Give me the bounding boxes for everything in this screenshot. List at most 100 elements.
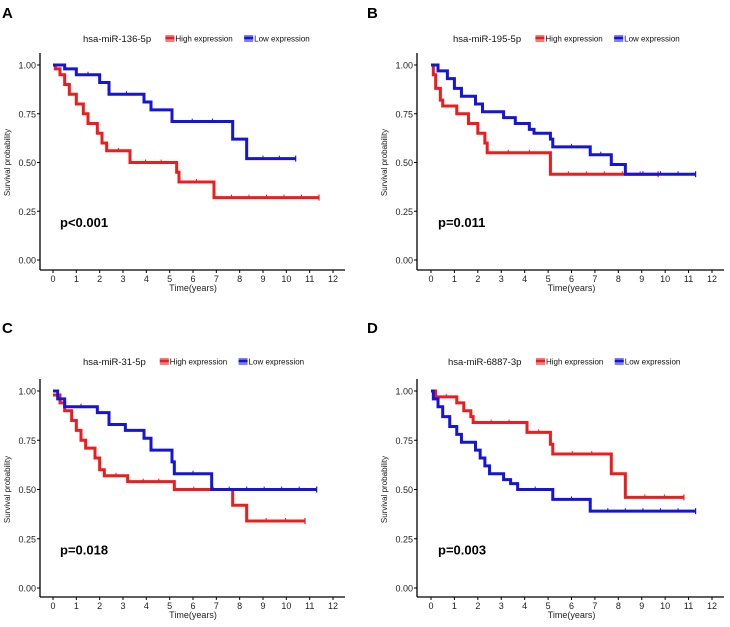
- x-tick-label: 6: [190, 601, 195, 611]
- x-tick-label: 4: [144, 601, 149, 611]
- survival-curve-high: [431, 389, 684, 499]
- x-tick-label: 11: [684, 274, 693, 284]
- x-tick-label: 12: [707, 601, 717, 611]
- x-tick-label: 3: [499, 274, 504, 284]
- legend-title: hsa-miR-6887-3p: [448, 357, 521, 368]
- x-tick-label: 8: [616, 601, 621, 611]
- x-tick-label: 10: [660, 274, 670, 284]
- x-axis-label: Time(years): [548, 610, 596, 620]
- x-axis-label: Time(years): [548, 283, 596, 293]
- x-tick-label: 5: [546, 601, 551, 611]
- x-tick-label: 4: [522, 601, 527, 611]
- survival-curve-low: [53, 389, 317, 491]
- p-value-annotation: p=0.003: [438, 543, 486, 558]
- x-tick-label: 4: [144, 274, 149, 284]
- x-tick-label: 9: [639, 601, 644, 611]
- y-tick-label: 1.00: [18, 387, 36, 397]
- survival-curve-high: [53, 63, 319, 200]
- x-tick-label: 11: [305, 274, 314, 284]
- x-tick-label: 2: [97, 274, 102, 284]
- x-tick-label: 2: [475, 601, 480, 611]
- legend-title: hsa-miR-136-5p: [83, 34, 151, 45]
- x-tick-label: 0: [50, 601, 55, 611]
- legend-entry: Low expression: [254, 35, 310, 44]
- x-tick-label: 6: [569, 274, 574, 284]
- legend-entry: High expression: [546, 358, 603, 367]
- x-tick-label: 2: [475, 274, 480, 284]
- x-tick-label: 1: [452, 601, 457, 611]
- x-tick-label: 9: [260, 601, 265, 611]
- legend-title: hsa-miR-31-5p: [83, 357, 146, 368]
- x-tick-label: 1: [74, 274, 79, 284]
- x-tick-label: 9: [639, 274, 644, 284]
- x-tick-label: 0: [50, 274, 55, 284]
- y-tick-label: 1.00: [395, 61, 413, 71]
- y-tick-label: 0.75: [18, 436, 36, 446]
- y-tick-label: 1.00: [18, 61, 36, 71]
- x-axis-label: Time(years): [169, 610, 217, 620]
- y-axis-label: Survival probability: [3, 456, 12, 523]
- y-tick-label: 0.25: [18, 207, 36, 217]
- survival-curve-low: [431, 63, 696, 176]
- x-tick-label: 0: [428, 274, 433, 284]
- y-tick-label: 0.00: [395, 584, 413, 594]
- y-tick-label: 0.75: [18, 109, 36, 119]
- y-axis-label: Survival probability: [380, 129, 389, 196]
- x-tick-label: 3: [120, 601, 125, 611]
- y-tick-label: 1.00: [395, 387, 413, 397]
- x-tick-label: 8: [237, 274, 242, 284]
- y-tick-label: 0.00: [18, 584, 36, 594]
- x-tick-label: 0: [428, 601, 433, 611]
- y-tick-label: 0.50: [395, 158, 413, 168]
- x-tick-label: 11: [305, 601, 314, 611]
- x-tick-label: 3: [120, 274, 125, 284]
- y-tick-label: 0.00: [395, 256, 413, 266]
- legend-entry: Low expression: [624, 35, 680, 44]
- x-tick-label: 3: [499, 601, 504, 611]
- survival-curve-low: [431, 389, 696, 513]
- p-value-annotation: p=0.018: [60, 543, 108, 558]
- x-tick-label: 1: [452, 274, 457, 284]
- panel-label: C: [2, 320, 13, 337]
- x-tick-label: 5: [167, 601, 172, 611]
- x-tick-label: 7: [592, 274, 597, 284]
- legend-entry: Low expression: [625, 358, 681, 367]
- panel-label: D: [367, 320, 378, 337]
- survival-curve-high: [431, 63, 659, 176]
- p-value-annotation: p<0.001: [60, 215, 108, 230]
- x-tick-label: 2: [97, 601, 102, 611]
- p-value-annotation: p=0.011: [438, 215, 485, 230]
- survival-curve-low: [53, 63, 296, 161]
- legend-entry: High expression: [175, 35, 232, 44]
- panel-label: B: [367, 5, 378, 22]
- y-tick-label: 0.25: [18, 534, 36, 544]
- x-tick-label: 10: [281, 274, 291, 284]
- x-tick-label: 7: [214, 274, 219, 284]
- x-tick-label: 10: [660, 601, 670, 611]
- x-tick-label: 1: [74, 601, 79, 611]
- x-tick-label: 8: [616, 274, 621, 284]
- survival-curve-high: [53, 393, 305, 523]
- x-tick-label: 6: [569, 601, 574, 611]
- x-tick-label: 9: [260, 274, 265, 284]
- legend-entry: High expression: [170, 358, 227, 367]
- x-tick-label: 4: [522, 274, 527, 284]
- y-tick-label: 0.75: [395, 436, 413, 446]
- x-tick-label: 8: [237, 601, 242, 611]
- x-tick-label: 5: [167, 274, 172, 284]
- y-tick-label: 0.50: [18, 485, 36, 495]
- panel-label: A: [2, 5, 13, 22]
- y-tick-label: 0.50: [18, 158, 36, 168]
- y-axis-label: Survival probability: [380, 456, 389, 523]
- x-tick-label: 7: [592, 601, 597, 611]
- legend-title: hsa-miR-195-5p: [453, 34, 521, 45]
- x-tick-label: 7: [214, 601, 219, 611]
- y-tick-label: 0.00: [18, 256, 36, 266]
